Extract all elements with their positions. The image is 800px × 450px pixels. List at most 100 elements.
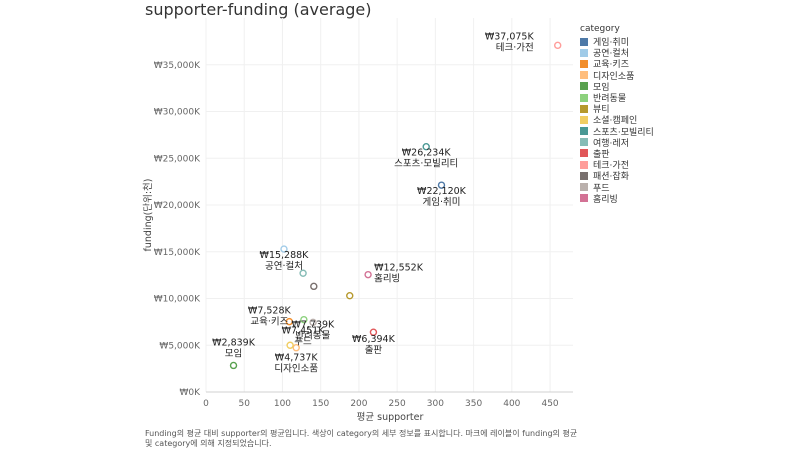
data-label-category: 공연·컬처 [265,260,303,272]
data-point[interactable] [437,181,446,189]
chart-title: supporter-funding (average) [145,0,372,19]
data-point[interactable] [292,344,300,352]
legend-swatch [580,138,588,147]
data-point[interactable] [280,245,288,253]
data-label-value: ₩15,288K [260,250,310,261]
axes: ₩0K ₩5,000K ₩10,000K ₩15,000K ₩20,000K ₩25,00… [154,61,573,409]
legend-item[interactable]: 스포츠·모빌리티 [580,126,654,138]
data-point[interactable] [364,270,372,279]
legend-item[interactable]: 모임 [580,81,654,93]
data-label-category: 모임 [225,347,242,359]
legend-title: category [580,24,620,34]
y-tick-label: ₩15,000K [154,248,201,258]
legend-item[interactable]: 디자인소품 [580,70,654,82]
data-label-value: ₩4,737K [275,353,319,364]
x-tick-label: 150 [312,399,329,409]
x-tick-label: 200 [350,399,367,409]
x-tick-label: 250 [389,399,406,409]
data-point[interactable] [229,361,238,370]
y-tick-label: ₩10,000K [154,295,201,305]
legend-swatch [580,127,588,136]
data-label-category: 테크·가전 [496,42,534,53]
legend-swatch [580,93,588,102]
x-tick-label: 300 [427,399,444,409]
y-tick-label: ₩30,000K [154,108,201,118]
legend-item[interactable]: 공연·컬처 [580,47,654,60]
legend-item[interactable]: 출판 [580,148,654,160]
legend-item[interactable]: 패션·잡화 [580,170,654,183]
legend-label: 모임 [593,82,610,93]
x-tick-label: 0 [203,399,209,409]
data-point[interactable] [300,315,308,324]
y-tick-label: ₩25,000K [154,154,201,164]
data-label-category: 디자인소품 [274,364,318,375]
x-tick-label: 450 [541,399,558,409]
data-label-value: ₩7,451K [282,325,326,336]
data-label-category: 홈리빙 [374,273,400,285]
legend-swatch [580,149,588,158]
data-points [229,41,562,370]
legend-item[interactable]: 게임·취미 [580,36,654,49]
legend-swatch [580,171,588,180]
legend-label: 출판 [593,149,610,160]
legend-swatch [580,48,588,57]
legend-label: 디자인소품 [593,71,635,82]
legend-swatch [580,115,588,124]
data-point[interactable] [285,317,294,326]
legend-item[interactable]: 테크·가전 [580,159,654,172]
legend-item[interactable]: 여행·레저 [580,137,654,149]
x-tick-label: 50 [239,399,251,409]
data-label-value: ₩6,394K [352,334,396,345]
legend-swatch [580,160,588,169]
y-tick-label: ₩5,000K [159,341,201,351]
x-tick-label: 100 [274,399,291,409]
y-axis-title: funding(단위:천) [142,179,154,252]
data-label-category: 반려동물 [295,330,330,342]
chart-caption: Funding의 평균 대비 supporter의 평균입니다. 색상이 cat… [145,429,578,448]
legend-item[interactable]: 소셜·캠페인 [580,114,654,127]
data-label-category: 교육·키즈 [250,317,288,328]
legend-swatch [580,194,588,203]
legend-swatch [580,71,588,80]
y-tick-label: ₩20,000K [154,201,201,211]
data-point[interactable] [309,318,317,327]
legend-item[interactable]: 교육·키즈 [580,58,654,71]
x-tick-label: 350 [465,399,482,409]
data-point[interactable] [422,143,430,151]
legend-label: 소셜·캠페인 [593,116,638,127]
data-label-value: ₩7,528K [248,306,292,317]
legend-item[interactable]: 뷰티 [580,103,654,116]
legend-label: 여행·레저 [593,138,629,149]
legend-item[interactable]: 푸드 [580,181,654,194]
data-point[interactable] [299,269,307,277]
legend-label: 테크·가전 [593,161,629,172]
data-point[interactable] [310,282,318,291]
legend-item[interactable]: 반려동물 [580,92,654,104]
data-point[interactable] [554,41,562,50]
legend: category 게임·취미 공연·컬처 교육·키즈 디자인소품 모임 반려동물 뷰티 소셜·… [580,24,654,205]
data-point[interactable] [346,291,354,300]
data-label-value: ₩26,234K [402,148,452,159]
legend-label: 뷰티 [593,105,610,116]
data-label-category: 게임·취미 [422,196,460,208]
legend-swatch [580,104,588,113]
legend-swatch [580,183,588,192]
x-axis-title: 평균 supporter [357,412,424,423]
legend-item[interactable]: 홈리빙 [580,193,654,205]
legend-swatch [580,82,588,91]
grid [205,18,573,393]
legend-label: 홈리빙 [593,194,618,205]
data-label-category: 스포츠·모빌리티 [394,159,458,170]
legend-label: 게임·취미 [593,38,629,49]
y-tick-label: ₩0K [179,388,201,398]
legend-label: 패션·잡화 [593,172,629,183]
data-point[interactable] [369,328,378,336]
data-label-value: ₩7,739K [291,320,335,331]
legend-label: 교육·키즈 [593,60,629,71]
legend-label: 공연·컬처 [593,49,629,60]
data-label-value: ₩37,075K [485,31,535,42]
data-label-value: ₩2,839K [212,337,256,348]
data-point[interactable] [286,341,294,349]
